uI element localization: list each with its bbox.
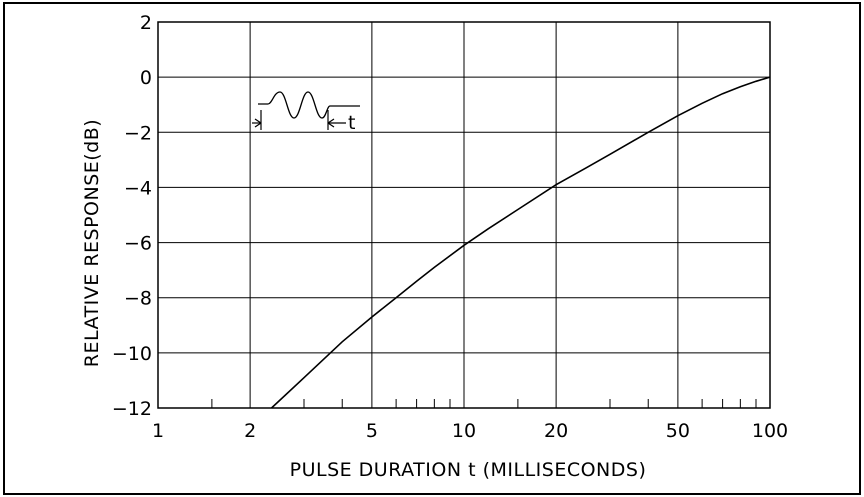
y-tick-label: −6 — [124, 233, 152, 255]
x-tick-label: 2 — [244, 420, 256, 442]
pulse-waveform — [258, 91, 360, 119]
series-line — [270, 76, 771, 409]
pulse-arrowhead-left — [254, 118, 262, 128]
outer-border — [3, 2, 861, 495]
pulse-duration-label: t — [348, 112, 355, 134]
y-tick-label: 2 — [140, 12, 152, 34]
x-tick-label: 20 — [544, 420, 568, 442]
y-tick-labels: 2 0 −2 −4 −6 −8 −10 −12 — [112, 12, 152, 420]
y-tick-label: −8 — [124, 288, 152, 310]
y-tick-label: −12 — [112, 398, 152, 420]
y-tick-label: 0 — [140, 67, 152, 89]
pulse-arrowhead-right — [327, 118, 335, 128]
pulse-inset: t — [252, 91, 360, 134]
x-tick-label: 10 — [452, 420, 476, 442]
x-axis-title: PULSE DURATION t (MILLISECONDS) — [290, 459, 647, 481]
y-tick-label: −4 — [124, 177, 152, 199]
grid-lines — [157, 21, 771, 409]
x-tick-label: 100 — [752, 420, 788, 442]
x-tick-label: 50 — [666, 420, 690, 442]
y-axis-title: RELATIVE RESPONSE(dB) — [81, 119, 103, 367]
x-tick-label: 1 — [152, 420, 164, 442]
x-tick-label: 5 — [366, 420, 378, 442]
minor-ticks — [211, 399, 757, 408]
plot-area — [157, 21, 771, 409]
y-tick-label: −2 — [124, 122, 152, 144]
y-tick-label: −10 — [112, 343, 152, 365]
x-tick-labels: 1 2 5 10 20 50 100 — [152, 420, 788, 442]
